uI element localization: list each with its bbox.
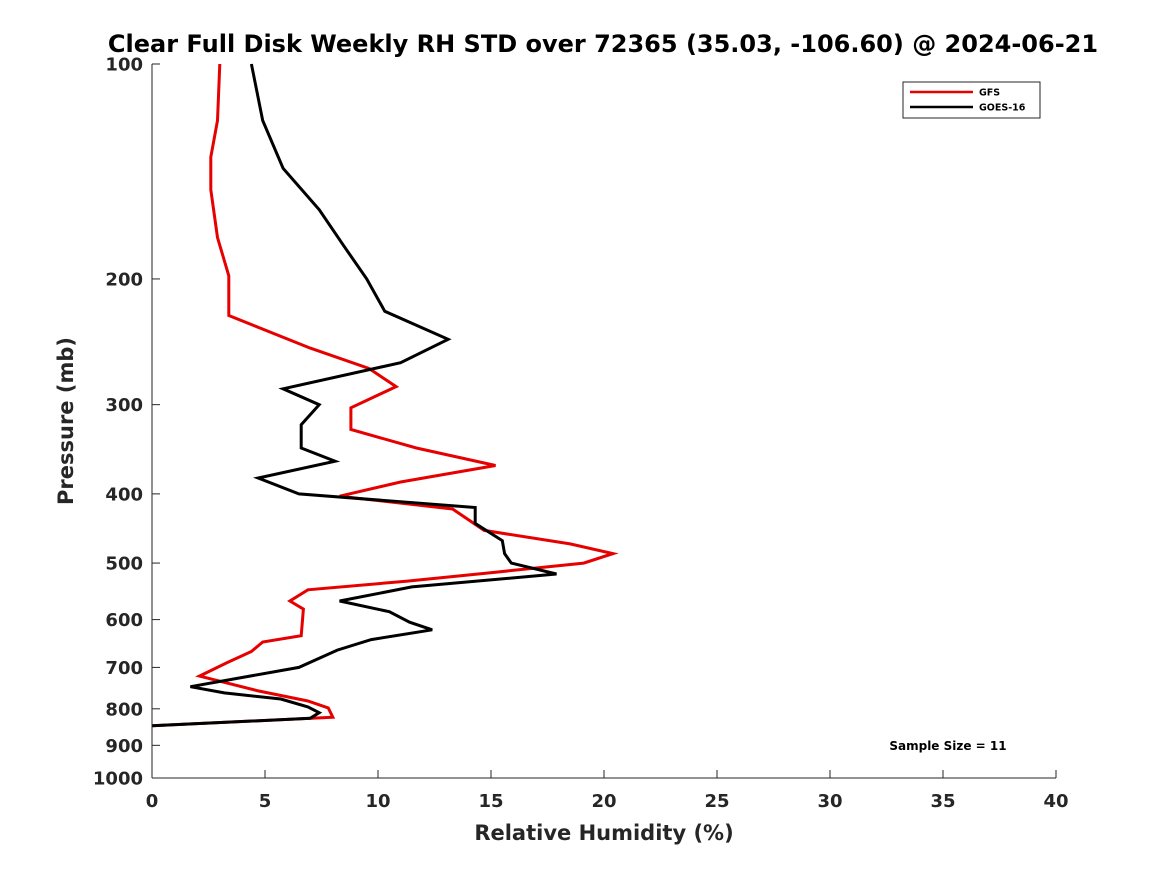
x-tick-label: 35 [930, 791, 955, 812]
series-line-gfs [151, 63, 619, 728]
x-axis-label: Relative Humidity (%) [474, 821, 733, 845]
y-tick-label: 800 [105, 699, 143, 720]
x-tick-label: 40 [1043, 791, 1068, 812]
chart-title: Clear Full Disk Weekly RH STD over 72365… [108, 30, 1098, 58]
x-tick-label: 30 [817, 791, 842, 812]
plot-area: 0 5 10 15 20 25 30 35 40 100 200 300 400 500 600 700 80… [93, 55, 1069, 813]
y-tick-label: 600 [105, 610, 143, 631]
y-ticks: 100 200 300 400 500 600 700 800 900 1000 [93, 55, 160, 790]
x-tick-label: 10 [365, 791, 390, 812]
x-tick-label: 15 [478, 791, 503, 812]
x-tick-label: 25 [704, 791, 729, 812]
y-tick-label: 200 [105, 269, 143, 290]
y-tick-label: 700 [105, 658, 143, 679]
legend-label-gfs: GFS [979, 88, 1000, 99]
x-tick-label: 0 [146, 791, 159, 812]
y-tick-label: 900 [105, 736, 143, 757]
legend: GFS GOES-16 [902, 81, 1041, 119]
y-tick-label: 100 [105, 55, 143, 76]
y-tick-label: 500 [105, 554, 143, 575]
sample-size-annotation: Sample Size = 11 [889, 739, 1006, 753]
x-tick-label: 5 [259, 791, 272, 812]
legend-label-goes16: GOES-16 [979, 103, 1026, 114]
y-tick-label: 300 [105, 395, 143, 416]
series-line-goes16 [151, 63, 557, 728]
y-tick-label: 400 [105, 484, 143, 505]
x-tick-label: 20 [591, 791, 616, 812]
y-axis-label: Pressure (mb) [54, 337, 78, 505]
series-layer [151, 63, 619, 728]
legend-box [902, 81, 1041, 119]
y-tick-label: 1000 [93, 769, 143, 790]
x-ticks: 0 5 10 15 20 25 30 35 40 [146, 770, 1069, 812]
